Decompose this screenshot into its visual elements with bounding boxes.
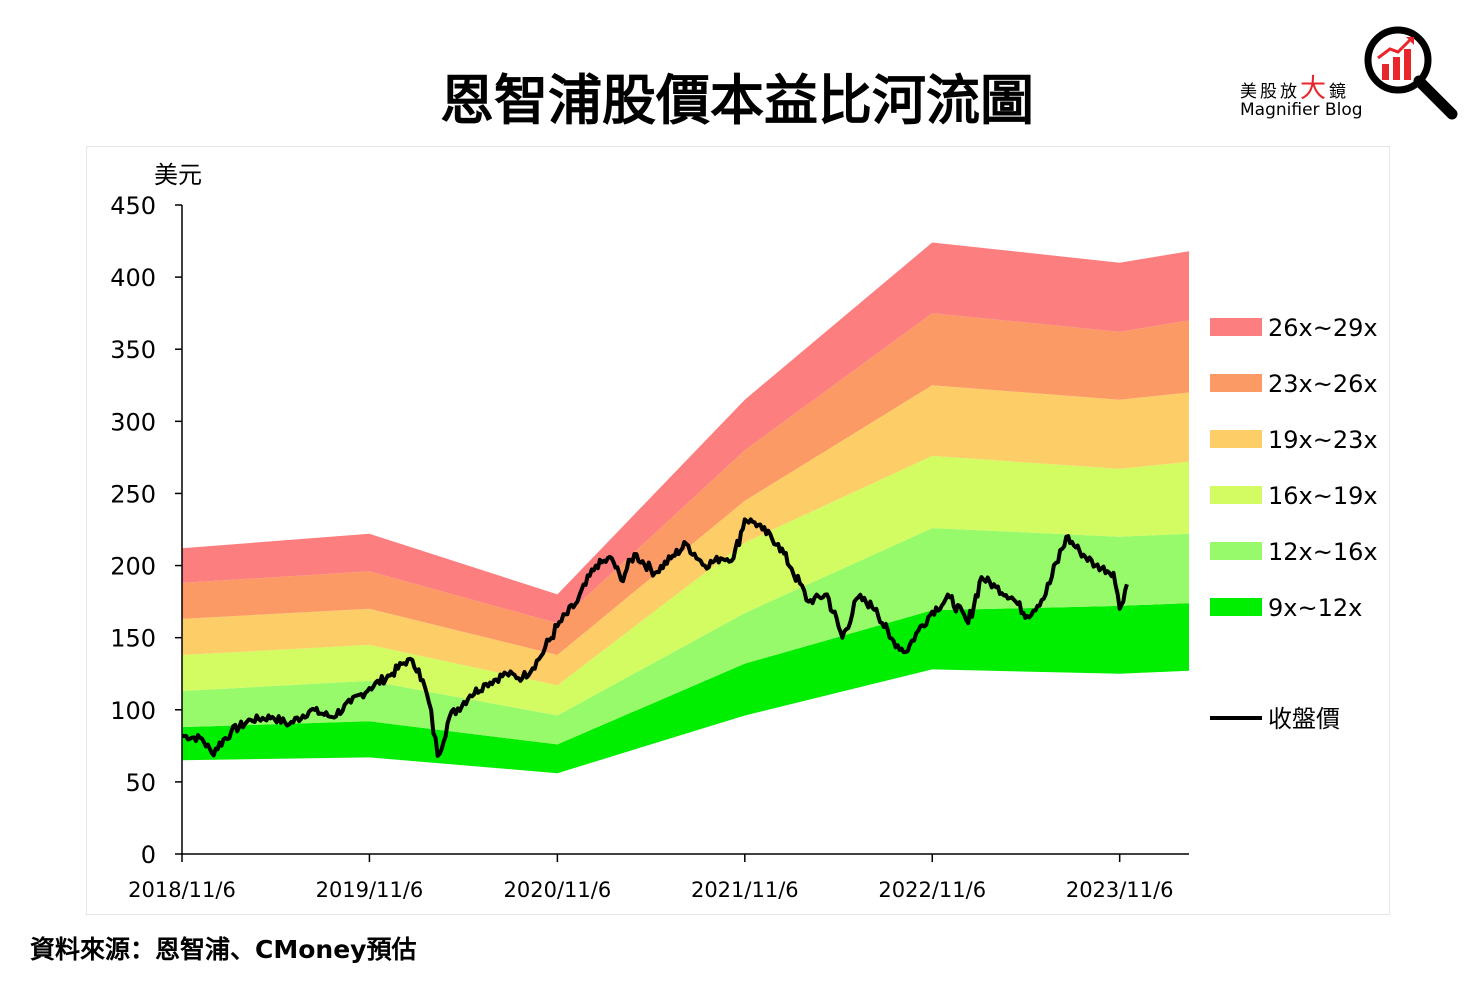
pe-band-19x~23x [182,385,1189,686]
legend-label: 16x~19x [1268,482,1378,510]
legend-label: 12x~16x [1268,538,1378,566]
y-tick-label: 400 [110,264,156,292]
close-price-line [181,517,1129,758]
legend-swatch-26x~29x [1210,318,1262,336]
chart-title: 恩智浦股價本益比河流圖 [440,69,1034,132]
y-tick-label: 150 [110,625,156,653]
legend-swatch-19x~23x [1210,430,1262,448]
legend-label: 19x~23x [1268,426,1378,454]
y-axis-label: 美元 [154,161,202,189]
y-tick-label: 300 [110,408,156,436]
x-tick-label: 2018/11/6 [128,878,236,902]
legend-swatch-9x~12x [1210,598,1262,616]
legend-label: 23x~26x [1268,370,1378,398]
x-tick-label: 2021/11/6 [691,878,799,902]
x-tick-label: 2023/11/6 [1066,878,1174,902]
y-tick-label: 0 [141,841,156,869]
chart-area: 0 50 100 150 200 250 300 350 400 450 美元 2018/11/6 20… [86,146,1390,915]
y-tick-label: 50 [125,769,156,797]
y-tick-label: 250 [110,480,156,508]
pe-band-26x~29x [182,242,1189,624]
y-tick-label: 200 [110,553,156,581]
x-tick-label: 2022/11/6 [878,878,986,902]
legend-label: 收盤價 [1268,705,1340,733]
y-tick-label: 100 [110,697,156,725]
pe-band-16x~19x [182,455,1189,716]
logo-chinese-text: 美股放大鏡 [1240,74,1350,104]
y-tick-label: 450 [110,192,156,220]
pe-band-12x~16x [182,528,1189,745]
x-tick-label: 2020/11/6 [504,878,612,902]
logo-english-text: Magnifier Blog [1240,100,1363,120]
magnifier-chart-icon [1364,26,1458,120]
legend-swatch-16x~19x [1210,486,1262,504]
data-source-note: 資料來源：恩智浦、CMoney預估 [30,935,417,964]
legend-label: 26x~29x [1268,314,1378,342]
y-tick-label: 350 [110,336,156,364]
pe-band-23x~26x [182,313,1189,655]
legend-swatch-23x~26x [1210,374,1262,392]
blog-logo: 美股放大鏡 Magnifier Blog [1236,24,1466,124]
chart-svg: 0 50 100 150 200 250 300 350 400 450 美元 2018/11/6 20… [110,161,1378,902]
legend-label: 9x~12x [1268,594,1362,622]
x-tick-label: 2019/11/6 [316,878,424,902]
legend-swatch-12x~16x [1210,542,1262,560]
